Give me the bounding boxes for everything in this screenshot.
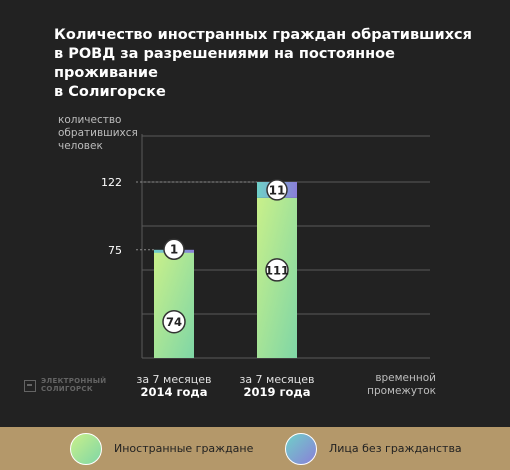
chart-title: Количество иностранных граждан обративши… <box>54 26 484 102</box>
value-label-stateless: 1 <box>170 243 178 257</box>
y-tick-label: 75 <box>108 244 122 257</box>
logo-line-2: СОЛИГОРСК <box>41 384 93 393</box>
y-axis-label: количество обратившихся человек <box>58 114 138 152</box>
logo-mark-icon <box>24 379 36 392</box>
legend-swatch-foreigners <box>70 432 102 465</box>
value-bubble <box>163 238 185 260</box>
axis-layer: 75 122 <box>101 134 257 358</box>
x-category-line-1: за 7 месяцев <box>136 373 212 386</box>
logo-line-1: ЭЛЕКТРОННЫЙ <box>41 377 107 385</box>
bar-foreigners <box>154 251 194 358</box>
value-bubble <box>266 179 288 201</box>
value-label-stateless: 11 <box>269 183 286 197</box>
site-logo: ЭЛЕКТРОННЫЙ СОЛИГОРСК <box>24 377 107 393</box>
chart-title-line: Количество иностранных граждан обративши… <box>54 27 472 100</box>
x-category-line-2: 2014 года <box>140 385 208 399</box>
legend-label-foreigners: Иностранные граждане <box>114 442 254 455</box>
legend-item-stateless: Лица без гражданства <box>285 427 462 470</box>
value-label-foreigners: 111 <box>265 263 289 277</box>
logo-text: ЭЛЕКТРОННЫЙ СОЛИГОРСК <box>41 377 107 393</box>
value-bubble <box>265 258 289 282</box>
x-category-label: за 7 месяцев 2019 года <box>227 373 327 399</box>
x-axis-label: временной промежуток <box>367 372 436 397</box>
legend-label-stateless: Лица без гражданства <box>329 442 462 455</box>
y-tick-label: 122 <box>101 176 122 189</box>
legend: Иностранные граждане Лица без гражданств… <box>0 427 510 470</box>
legend-item-foreigners: Иностранные граждане <box>70 427 253 470</box>
value-bubble <box>162 309 186 334</box>
x-category-line-2: 2019 года <box>243 385 311 399</box>
x-category-label: за 7 месяцев 2014 года <box>124 373 224 399</box>
value-label-foreigners: 74 <box>166 315 182 329</box>
legend-swatch-stateless <box>285 432 317 465</box>
x-category-line-1: за 7 месяцев <box>239 373 315 386</box>
